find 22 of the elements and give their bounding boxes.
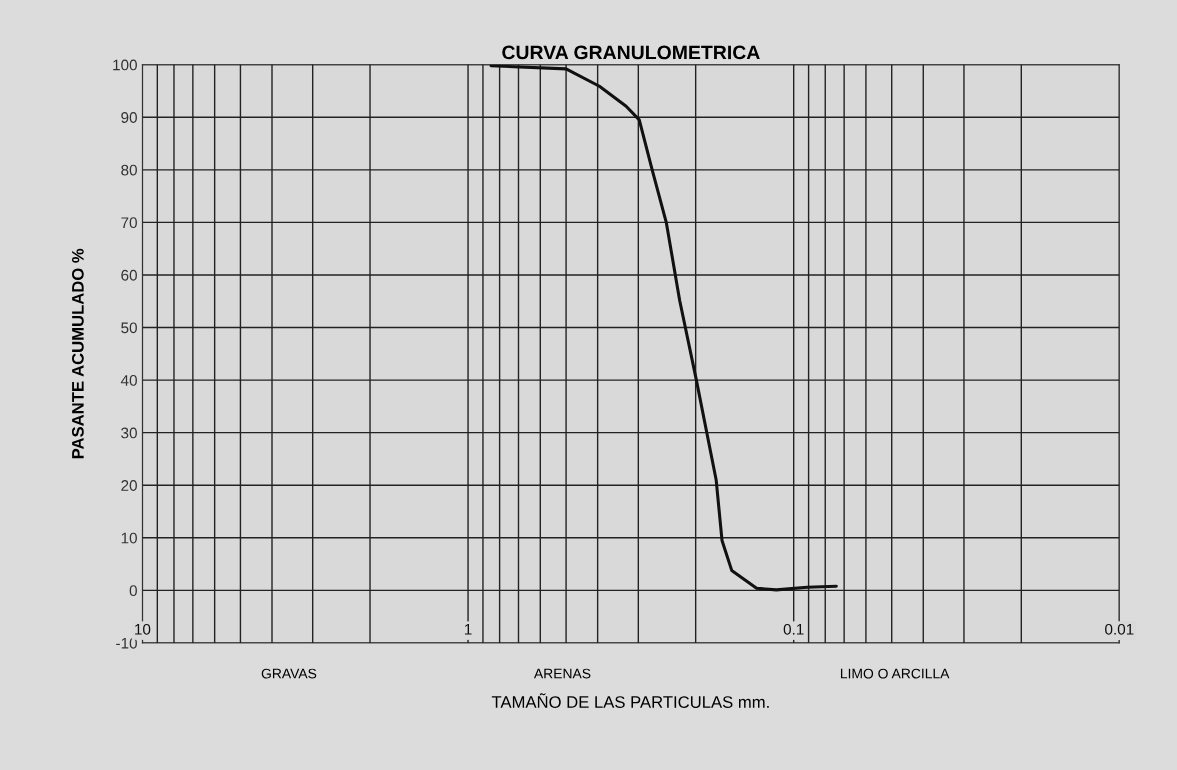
- chart-title: CURVA GRANULOMETRICA: [502, 45, 760, 60]
- y-tick-label: 50: [121, 322, 137, 334]
- x-tick-label: 0.01: [1105, 623, 1134, 635]
- x-tick-label: 1: [464, 624, 472, 635]
- text: LIMO O ARCILLA: [840, 668, 950, 679]
- y-tick-label: 10: [121, 532, 137, 544]
- y-tick-label: 80: [121, 164, 137, 176]
- x-tick-label: 0.1: [783, 623, 804, 635]
- y-tick-label: 0: [129, 585, 137, 597]
- y-tick-label: -10: [116, 637, 137, 649]
- y-tick-label: 30: [121, 427, 137, 439]
- text: ARENAS: [533, 668, 591, 679]
- y-tick-label: 40: [120, 374, 137, 386]
- text: GRAVAS: [261, 668, 317, 679]
- x-axis-title: TAMAÑO DE LAS PARTICULAS mm.: [491, 693, 769, 708]
- y-axis-title: PASANTE ACUMULADO %: [71, 248, 84, 459]
- y-tick-label: 100: [113, 59, 137, 71]
- y-tick-label: 20: [121, 480, 137, 491]
- x-tick-label: 10: [135, 623, 151, 635]
- y-tick-label: 90: [121, 112, 137, 123]
- y-tick-label: 60: [121, 269, 137, 281]
- y-tick-label: 70: [121, 217, 137, 229]
